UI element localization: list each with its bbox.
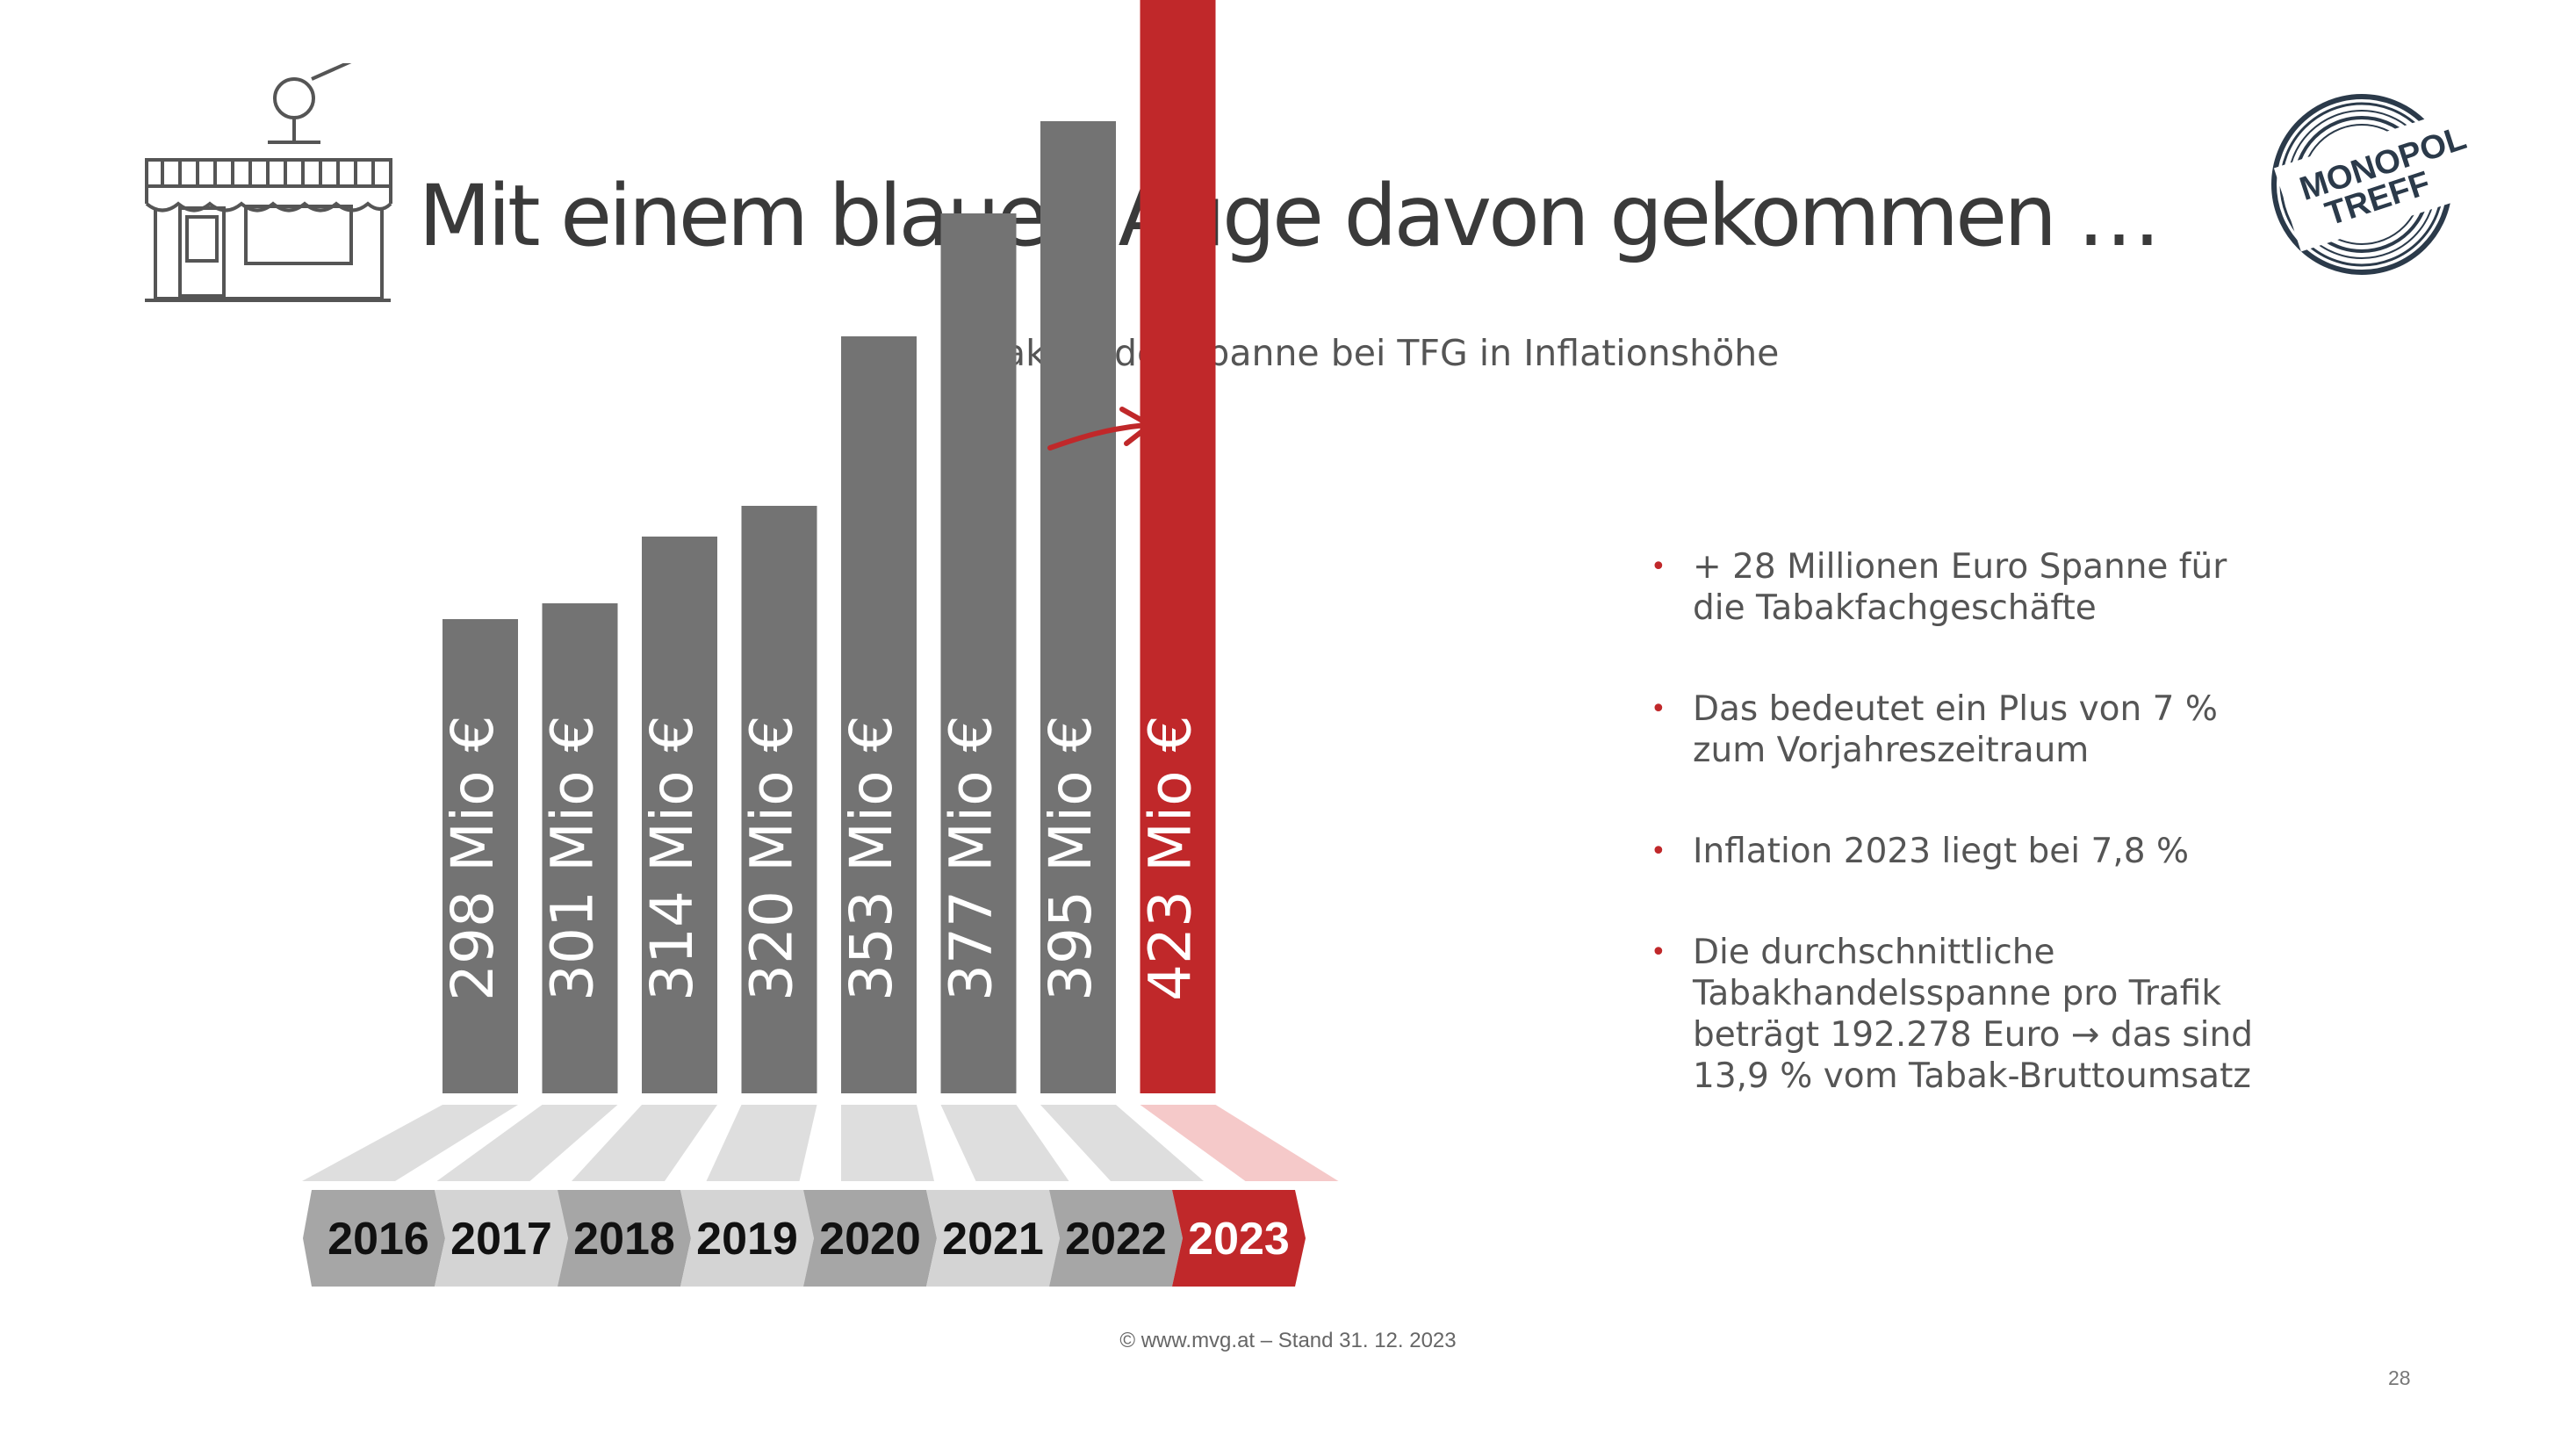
year-label: 2017 bbox=[450, 1214, 552, 1265]
bar-base bbox=[302, 1105, 518, 1181]
bar-2018 bbox=[642, 537, 717, 1093]
bar-2016 bbox=[443, 619, 518, 1093]
bar-base-group bbox=[302, 1105, 1339, 1181]
bar-2019 bbox=[741, 506, 817, 1093]
slide-title: Mit einem blauen Auge davon gekommen … bbox=[418, 167, 2161, 265]
year-label: 2023 bbox=[1188, 1214, 1290, 1265]
bar-group: 298 Mio € 301 Mio € 314 Mio € 320 Mio € 353 … bbox=[439, 0, 1216, 1093]
bar-value-label: 298 Mio € bbox=[439, 715, 507, 1001]
bullet-item: Die durchschnittliche Tabakhandelsspanne… bbox=[1651, 932, 2265, 1097]
bar-value-label: 377 Mio € bbox=[938, 715, 1005, 1001]
bar-2021 bbox=[940, 213, 1017, 1093]
year-label: 2016 bbox=[327, 1214, 429, 1265]
monopol-treff-logo: MONOPOL TREFF bbox=[2271, 94, 2493, 275]
bar-base bbox=[1040, 1105, 1204, 1181]
year-segment bbox=[303, 1190, 445, 1287]
bar-chart: 298 Mio € 301 Mio € 314 Mio € 320 Mio € 353 … bbox=[302, 0, 1339, 1287]
year-label: 2019 bbox=[696, 1214, 798, 1265]
bar-2017 bbox=[542, 603, 618, 1093]
year-label: 2022 bbox=[1065, 1214, 1167, 1265]
bar-base bbox=[940, 1105, 1069, 1181]
bar-value-label: 320 Mio € bbox=[738, 715, 806, 1001]
year-label: 2018 bbox=[573, 1214, 675, 1265]
tobacco-shop-icon bbox=[145, 63, 392, 302]
bar-value-label: 314 Mio € bbox=[638, 715, 706, 1001]
year-segment bbox=[1049, 1190, 1183, 1287]
bar-2020 bbox=[841, 336, 917, 1093]
bar-base bbox=[572, 1105, 717, 1181]
year-segment bbox=[435, 1190, 568, 1287]
bar-2022 bbox=[1040, 121, 1116, 1093]
year-label: 2020 bbox=[819, 1214, 921, 1265]
bar-value-label: 353 Mio € bbox=[838, 715, 905, 1001]
bar-value-label: 423 Mio € bbox=[1137, 715, 1205, 1001]
trend-arrow-icon bbox=[1047, 407, 1153, 451]
bullet-item: Inflation 2023 liegt bei 7,8 % bbox=[1651, 831, 2265, 872]
year-segment bbox=[926, 1190, 1060, 1287]
year-ribbon: 2016 2017 2018 2019 2020 2021 2022 2023 bbox=[303, 1190, 1306, 1287]
year-segment bbox=[803, 1190, 937, 1287]
bullet-item: + 28 Millionen Euro Spanne für die Tabak… bbox=[1651, 546, 2265, 629]
bar-value-label: 395 Mio € bbox=[1037, 715, 1105, 1001]
year-segment bbox=[680, 1190, 814, 1287]
year-segment bbox=[558, 1190, 691, 1287]
bar-2023 bbox=[1140, 0, 1216, 1093]
bullet-list: + 28 Millionen Euro Spanne für die Tabak… bbox=[1651, 546, 2265, 1157]
bar-base bbox=[706, 1105, 817, 1181]
bar-base bbox=[1140, 1105, 1339, 1181]
page-number: 28 bbox=[2388, 1366, 2411, 1389]
bar-base bbox=[841, 1105, 934, 1181]
bar-base bbox=[436, 1105, 618, 1181]
bullet-item: Das bedeutet ein Plus von 7 % zum Vorjah… bbox=[1651, 688, 2265, 771]
year-segment bbox=[1172, 1190, 1306, 1287]
bar-value-label: 301 Mio € bbox=[539, 715, 607, 1001]
footer-copyright: © www.mvg.at – Stand 31. 12. 2023 bbox=[1119, 1329, 1457, 1352]
year-label: 2021 bbox=[942, 1214, 1044, 1265]
